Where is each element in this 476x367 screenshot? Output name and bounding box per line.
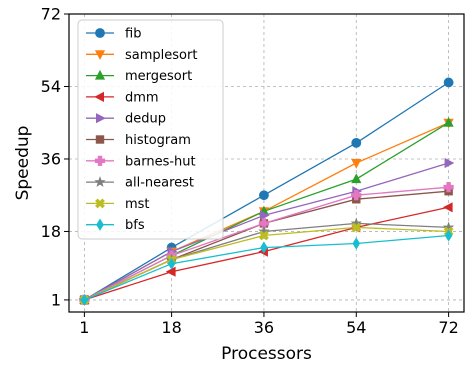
x-axis-label: Processors	[221, 344, 312, 364]
legend-label: barnes-hut	[125, 154, 196, 169]
legend-item-samplesort: samplesort	[86, 48, 197, 63]
legend-item-all-nearest: all-nearest	[86, 176, 194, 191]
plot-frame	[68, 13, 465, 313]
legend-label: mergesort	[125, 69, 192, 84]
data-point-dmm	[165, 266, 176, 277]
data-point-bfs	[444, 229, 453, 242]
legend-marker	[95, 135, 105, 144]
legend-item-mergesort: mergesort	[86, 69, 192, 84]
legend-box	[77, 19, 224, 240]
legend-marker	[96, 218, 104, 231]
data-point-fib	[351, 137, 362, 148]
y-tick-label: 36	[41, 149, 61, 168]
x-tick-label: 54	[346, 318, 366, 337]
legend-item-histogram: histogram	[86, 133, 191, 148]
legend-label: bfs	[125, 218, 145, 233]
x-tick-label: 36	[254, 318, 274, 337]
legend-item-dmm: dmm	[86, 90, 159, 105]
data-point-mst	[259, 230, 269, 241]
legend: fib samplesort mergesort dmm dedup histogram b…	[77, 19, 224, 240]
x-tick-label: 72	[438, 318, 458, 337]
legend-label: fib	[125, 27, 141, 42]
legend-marker	[94, 50, 106, 61]
data-point-fib	[259, 190, 269, 201]
legend-label: mst	[125, 197, 150, 212]
y-tick-label: 18	[41, 222, 61, 241]
legend-item-fib: fib	[86, 27, 141, 42]
data-point-dmm	[442, 202, 453, 213]
y-tick-label: 72	[41, 5, 61, 24]
legend-marker	[95, 28, 105, 38]
legend-item-dedup: dedup	[86, 112, 166, 127]
data-point-fib	[443, 77, 454, 88]
x-tick-label: 1	[79, 318, 89, 337]
series-bfs	[80, 229, 453, 306]
data-point-barnes-hut	[443, 182, 454, 193]
legend-label: dedup	[125, 112, 166, 127]
data-point-barnes-hut	[258, 218, 270, 229]
legend-marker	[95, 198, 105, 209]
data-point-mergesort	[351, 173, 362, 184]
legend-label: samplesort	[125, 48, 197, 63]
data-point-bfs	[167, 257, 176, 270]
legend-item-bfs: bfs	[86, 218, 145, 233]
legend-item-barnes-hut: barnes-hut	[86, 154, 196, 169]
data-point-samplesort	[351, 159, 362, 169]
legend-marker	[94, 91, 104, 102]
y-tick-label: 1	[51, 290, 61, 309]
data-point-dedup	[444, 157, 455, 169]
axis-ticks: 1 18 36 54 72 1 18 36 54 72	[41, 5, 459, 338]
data-point-mst	[351, 222, 362, 233]
y-tick-label: 54	[41, 77, 61, 96]
legend-marker	[94, 176, 106, 187]
data-point-bfs	[352, 237, 361, 250]
legend-label: all-nearest	[125, 176, 194, 191]
data-point-mergesort	[443, 117, 454, 127]
y-axis-label: Speedup	[13, 126, 33, 201]
series-layer	[78, 77, 455, 306]
x-tick-label: 18	[161, 318, 181, 337]
legend-marker	[94, 155, 106, 166]
data-point-barnes-hut	[351, 190, 362, 201]
legend-label: dmm	[125, 90, 159, 105]
data-point-dedup	[259, 210, 270, 221]
legend-marker	[96, 113, 106, 124]
legend-marker	[94, 69, 106, 80]
legend-label: histogram	[125, 133, 191, 148]
data-point-bfs	[80, 293, 89, 306]
data-point-bfs	[260, 241, 268, 254]
legend-item-mst: mst	[86, 197, 150, 212]
